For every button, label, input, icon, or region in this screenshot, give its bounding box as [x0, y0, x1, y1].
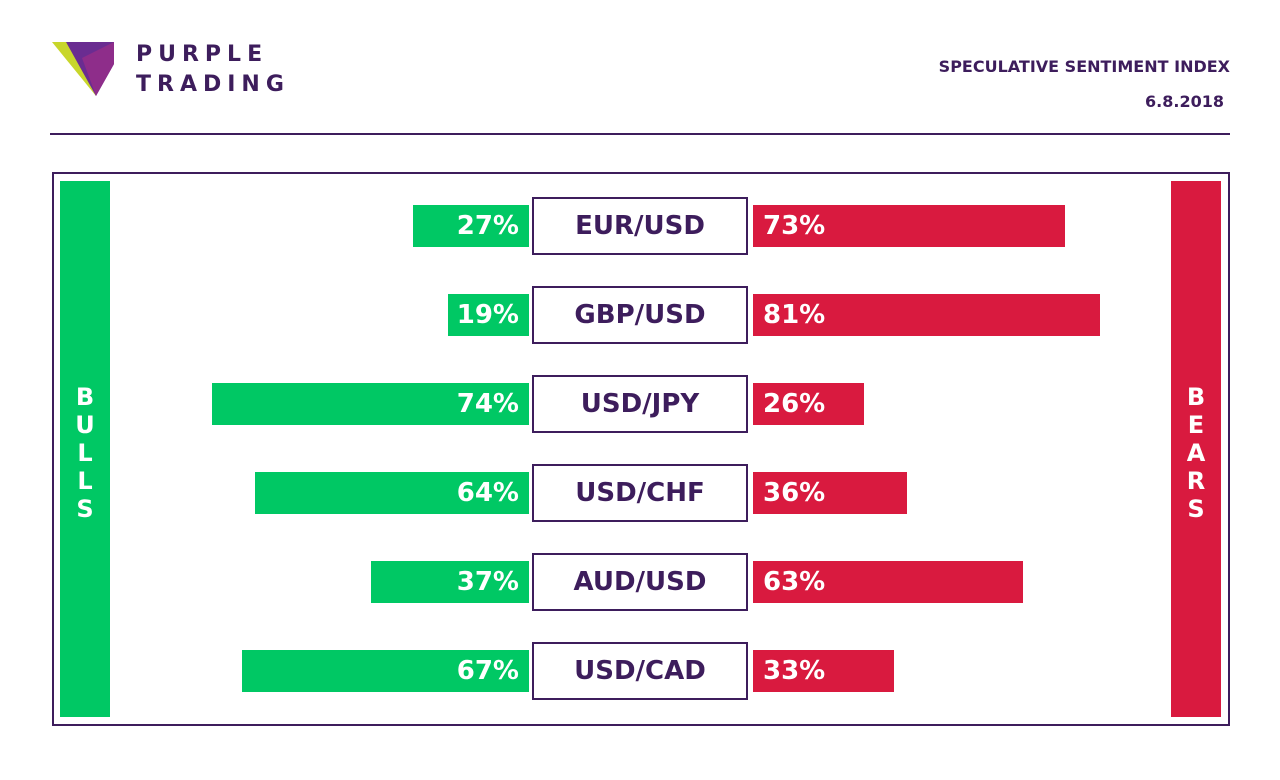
bull-bar: 19%	[447, 294, 529, 336]
bear-bar: 36%	[753, 472, 908, 514]
chart-frame	[52, 172, 1230, 726]
bear-bar: 73%	[753, 205, 1066, 247]
logo: PURPLE TRADING	[52, 40, 312, 100]
pair-label: EUR/USD	[532, 197, 748, 255]
bear-bar: 33%	[753, 650, 895, 692]
pair-label: USD/CAD	[532, 642, 748, 700]
pair-label: GBP/USD	[532, 286, 748, 344]
purple-trading-logo-icon	[52, 42, 114, 96]
bear-bar: 26%	[753, 383, 865, 425]
page-title: SPECULATIVE SENTIMENT INDEX	[938, 57, 1230, 76]
bear-bar: 63%	[753, 561, 1023, 603]
bear-bar: 81%	[753, 294, 1100, 336]
report-date: 6.8.2018	[1145, 92, 1224, 111]
bull-bar: 67%	[242, 650, 529, 692]
pair-label: USD/CHF	[532, 464, 748, 522]
header-divider	[50, 133, 1230, 135]
bull-bar: 64%	[255, 472, 529, 514]
brand-line-2: TRADING	[136, 72, 290, 97]
brand-name: PURPLE TRADING	[136, 40, 290, 100]
bull-bar: 27%	[413, 205, 529, 247]
bull-bar: 74%	[212, 383, 529, 425]
pair-label: AUD/USD	[532, 553, 748, 611]
pair-label: USD/JPY	[532, 375, 748, 433]
bull-bar: 37%	[370, 561, 529, 603]
brand-line-1: PURPLE	[136, 42, 269, 67]
